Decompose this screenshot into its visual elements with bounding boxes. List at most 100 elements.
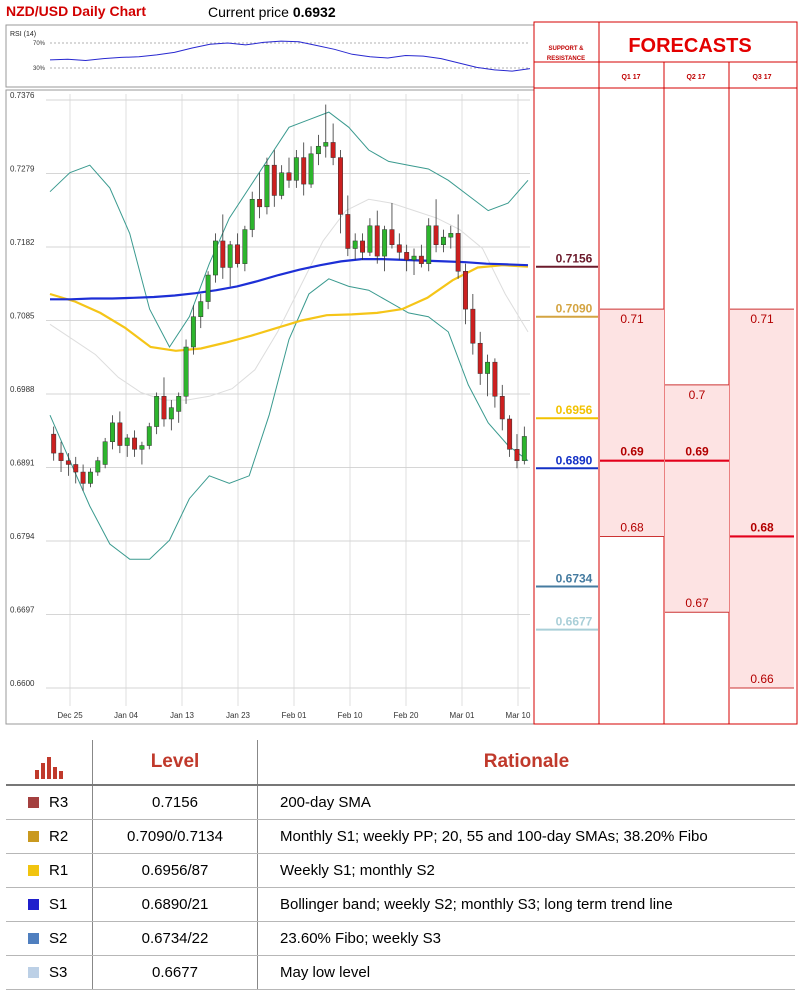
forecast-low-label: 0.68: [620, 520, 644, 534]
candle-body: [117, 422, 123, 446]
quarter-q3-label: Q3 17: [752, 74, 771, 81]
rsi-frame: [5, 24, 535, 88]
candle-body: [308, 153, 314, 185]
candle-body: [477, 342, 483, 374]
forecast-range: [600, 309, 664, 537]
candle-body: [161, 396, 167, 420]
sr-level-label: 0.6734: [556, 571, 593, 585]
candle-body: [183, 346, 189, 397]
candle-body: [470, 308, 476, 344]
level-value: 0.7090/0.7134: [92, 819, 258, 854]
candle-body: [95, 460, 101, 473]
rsi-level-30: 30%: [33, 66, 46, 72]
level-value: 0.6677: [92, 955, 258, 990]
level-color-swatch: [28, 831, 39, 842]
rsi-panel: RSI (14) 70% 30%: [5, 24, 535, 88]
candle-body: [433, 225, 439, 245]
candle-body: [382, 229, 388, 257]
candle-body: [521, 436, 527, 461]
sr-heading-line1: SUPPORT &: [548, 46, 584, 52]
x-tick-label: Mar 01: [450, 711, 475, 720]
level-color-swatch: [28, 967, 39, 978]
candle-body: [352, 240, 358, 249]
candle-body: [440, 236, 446, 245]
table-row: S2 0.6734/22 23.60% Fibo; weekly S3: [6, 921, 795, 956]
candle-body: [73, 464, 79, 473]
candle-body: [338, 157, 343, 215]
current-price-label: Current price: [208, 4, 293, 20]
y-tick-label: 0.6794: [10, 532, 35, 541]
level-rationale: 200-day SMA: [257, 785, 795, 820]
forecast-range: [665, 384, 729, 613]
x-tick-label: Mar 10: [506, 711, 531, 720]
candle-body: [213, 240, 218, 276]
level-color-swatch: [28, 899, 39, 910]
forecast-range: [730, 309, 794, 688]
level-value: 0.7156: [92, 785, 258, 820]
sma-200-line: [50, 258, 529, 301]
candle-body: [87, 471, 93, 484]
candle-body: [220, 240, 226, 268]
candle-body: [51, 433, 57, 454]
y-tick-label: 0.7085: [10, 312, 35, 321]
quarter-q2-label: Q2 17: [686, 74, 705, 81]
forecast-high-label: 0.7: [689, 388, 706, 402]
x-tick-label: Jan 04: [114, 711, 139, 720]
table-icon-cell: [6, 740, 93, 786]
moving-averages: [49, 258, 529, 352]
sr-level-label: 0.6890: [556, 453, 593, 467]
x-tick-label: Feb 20: [394, 711, 419, 720]
y-tick-label: 0.7279: [10, 165, 35, 174]
sr-level-label: 0.6677: [556, 615, 593, 629]
candle-body: [426, 225, 432, 264]
candle-body: [315, 145, 321, 155]
support-resistance-levels: 0.7156 0.7090 0.6956 0.6890 0.6734 0.6677: [536, 252, 598, 631]
candle-body: [198, 301, 204, 317]
candle-body: [411, 255, 417, 261]
candle-body: [286, 172, 292, 181]
table-row: S1 0.6890/21 Bollinger band; weekly S2; …: [6, 887, 795, 922]
table-row: R3 0.7156 200-day SMA: [6, 785, 795, 820]
x-tick-labels: Dec 25 Jan 04 Jan 13 Jan 23 Feb 01 Feb 10 Feb …: [57, 711, 531, 720]
candle-body: [139, 445, 145, 450]
level-rationale: Monthly S1; weekly PP; 20, 55 and 100-da…: [257, 819, 795, 854]
candle-body: [374, 225, 380, 257]
candle-body: [110, 422, 115, 442]
candle-body: [463, 270, 468, 310]
candle-body: [345, 214, 351, 249]
price-grid: [46, 94, 530, 706]
forecast-high-label: 0.71: [620, 312, 644, 326]
candle-body: [448, 233, 454, 238]
level-value: 0.6956/87: [92, 853, 258, 888]
candle-body: [249, 199, 255, 230]
candle-body: [102, 441, 108, 465]
chart-title: NZD/USD Daily Chart: [6, 3, 146, 19]
bollinger-mid-line: [49, 198, 529, 401]
level-code: S3: [49, 964, 68, 981]
candle-body: [404, 252, 410, 261]
x-tick-label: Jan 23: [226, 711, 251, 720]
x-tick-label: Feb 01: [282, 711, 307, 720]
y-tick-labels: 0.7376 0.7279 0.7182 0.7085 0.6988 0.6891 0.67…: [10, 91, 35, 688]
table-row: S3 0.6677 May low level: [6, 955, 795, 990]
candle-body: [485, 361, 491, 374]
table-header-level: Level: [92, 740, 258, 786]
forecast-columns: 0.71 0.69 0.68 0.7 0.69 0.67 0.71 0.68 0.66: [600, 308, 794, 689]
forecast-low-label: 0.66: [750, 672, 774, 686]
x-tick-label: Feb 10: [338, 711, 363, 720]
level-code: R1: [49, 862, 69, 879]
candle-body: [293, 157, 299, 181]
current-price-value: 0.6932: [293, 4, 336, 20]
candle-body: [492, 361, 498, 397]
candle-body: [235, 244, 240, 264]
candle-body: [190, 316, 196, 348]
forecast-low-label: 0.67: [685, 596, 709, 610]
candle-body: [514, 449, 520, 461]
sr-level-label: 0.7090: [556, 302, 593, 316]
level-rationale: 23.60% Fibo; weekly S3: [257, 921, 795, 956]
level-code: R3: [49, 794, 69, 811]
bar-chart-icon: [6, 745, 92, 779]
level-value: 0.6890/21: [92, 887, 258, 922]
rsi-level-70: 70%: [33, 41, 46, 47]
y-tick-label: 0.7376: [10, 91, 35, 100]
